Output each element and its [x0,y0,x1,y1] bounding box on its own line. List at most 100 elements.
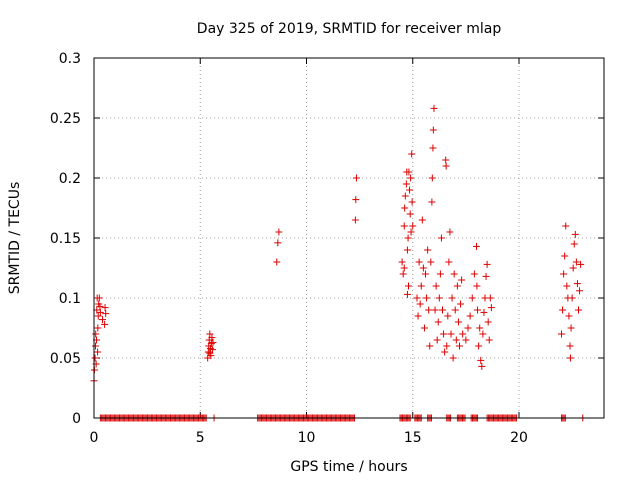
data-point [275,228,283,236]
data-point [207,340,215,348]
data-point [567,324,575,332]
data-point [403,246,411,254]
data-point [440,330,448,338]
x-tick-label: 0 [90,430,99,446]
data-point [404,234,412,242]
data-point [96,302,104,310]
data-point [434,318,442,326]
data-point [427,258,435,266]
data-point [487,304,495,312]
data-point [462,336,470,344]
data-point [570,240,578,248]
data-point [352,196,360,204]
data-point [458,276,466,284]
data-point [430,104,438,112]
data-point [566,354,574,362]
data-point [99,316,106,324]
data-point [273,258,281,266]
data-point [352,174,360,182]
data-point [454,318,462,326]
data-point [101,320,109,328]
data-point [453,282,461,290]
x-tick-label: 10 [298,430,316,446]
data-point [409,222,417,230]
data-point [572,258,580,266]
y-tick-label: 0.25 [50,111,81,127]
y-axis-label: SRMTID / TECUs [7,182,23,295]
data-point [414,312,422,320]
data-point [413,294,421,302]
data-point [407,174,415,182]
data-point [208,334,216,342]
data-point [399,270,407,278]
data-point [565,312,573,320]
data-point [456,342,463,350]
data-point [476,324,484,332]
data-point [466,312,474,320]
data-point [568,294,576,302]
data-point [406,186,414,194]
data-point [450,270,458,278]
y-tick-label: 0.05 [50,351,81,367]
data-point [206,349,214,357]
data-point [439,306,446,314]
data-point [209,346,217,354]
data-point [452,336,460,344]
data-point [459,330,467,338]
data-point [442,162,450,170]
data-point [405,168,413,176]
data-point [408,150,416,158]
data-point [470,270,478,278]
data-point [485,336,493,344]
data-point [91,342,99,350]
data-point [437,234,445,242]
plot-frame [93,57,605,419]
data-point [398,258,406,266]
data-point [418,216,426,224]
data-point [457,300,465,308]
data-point [94,348,102,356]
data-point [101,304,109,312]
data-point [408,198,416,206]
data-point [204,348,212,356]
data-point [569,264,577,272]
x-tick-label: 20 [510,430,528,446]
data-point [102,310,110,318]
data-point [416,300,424,308]
data-point [428,174,436,182]
data-point [475,342,483,350]
data-point [419,264,427,272]
data-point [560,270,568,278]
data-point [575,306,582,314]
data-point [446,228,454,236]
data-point [484,318,492,326]
data-point [424,246,432,254]
y-tick-label: 0 [72,411,81,427]
data-point [477,356,485,364]
data-point [571,230,579,238]
data-point [400,222,408,230]
data-point [449,354,457,362]
grid-lines [94,58,604,418]
x-tick-labels: 0 5 10 15 20 [90,430,528,446]
data-point [445,258,453,266]
data-point [433,336,441,344]
data-point [206,330,214,338]
data-point [563,282,571,290]
data-point [417,282,425,290]
data-point [444,312,452,320]
data-point [403,290,411,298]
data-point [94,324,102,332]
data-point [573,280,581,288]
data-point [442,156,450,164]
y-tick-label: 0.2 [59,171,81,187]
data-point [405,282,412,290]
data-point [473,282,481,290]
chart-title: Day 325 of 2019, SRMTID for receiver mla… [197,21,502,37]
data-points [90,104,585,385]
data-point [274,239,282,247]
data-point [401,204,409,212]
data-point [474,306,482,314]
data-point [425,306,433,314]
data-point [447,330,455,338]
